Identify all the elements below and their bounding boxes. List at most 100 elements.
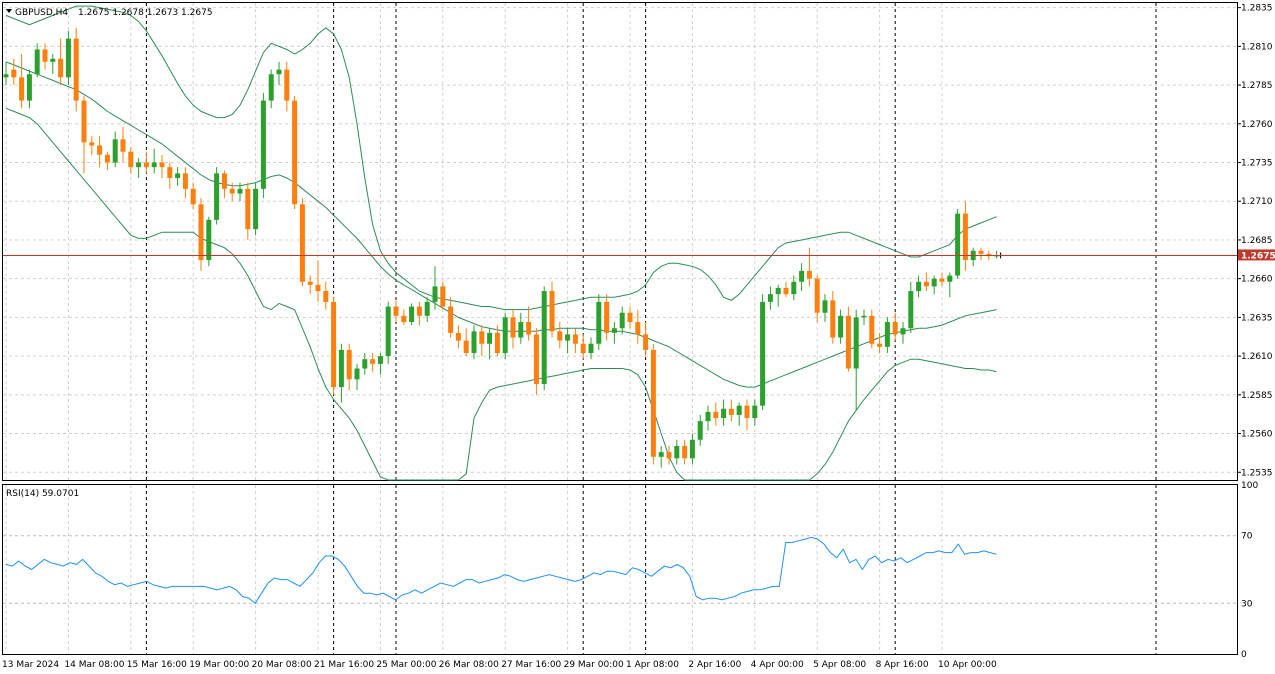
candle: [775, 284, 781, 307]
candle: [26, 69, 32, 109]
candle: [916, 275, 922, 298]
candle: [908, 281, 914, 333]
symbol-label: GBPUSD,H4: [15, 8, 68, 18]
candle: [89, 136, 95, 155]
candle: [253, 182, 259, 236]
candle: [73, 27, 79, 112]
x-tick-label: 10 Apr 00:00: [938, 660, 997, 670]
candle: [292, 95, 298, 209]
candle: [705, 405, 711, 431]
candle: [572, 328, 578, 354]
candle: [455, 325, 461, 349]
candle: [494, 325, 500, 357]
candle: [175, 167, 181, 186]
x-tick-label: 27 Mar 16:00: [501, 660, 561, 670]
candle: [198, 198, 204, 271]
candle: [767, 286, 773, 310]
rsi-header-label: RSI(14) 59.0701: [6, 489, 79, 499]
y-tick-label: 1.2635: [1241, 313, 1273, 323]
y-tick-label: 1.2735: [1241, 159, 1273, 169]
candle: [50, 54, 56, 75]
candle: [861, 309, 867, 326]
price-axis: 1.2835 1.2810 1.2785 1.2760 1.2735 1.2710 1.26…: [1237, 4, 1273, 478]
candle: [11, 58, 17, 86]
candle: [502, 312, 508, 360]
bollinger-middle: [5, 61, 997, 388]
rsi-axis: 100 70 30 0: [1241, 481, 1258, 660]
candle: [877, 332, 883, 354]
ohlc-label: 1.2675 1.2678 1.2673 1.2675: [78, 8, 213, 18]
candle: [424, 297, 430, 323]
candle: [338, 343, 344, 403]
candle: [104, 151, 110, 171]
candle: [744, 399, 750, 431]
candle: [19, 54, 25, 109]
rsi-line: [5, 536, 997, 605]
candle: [596, 294, 602, 350]
x-tick-label: 20 Mar 08:00: [252, 660, 312, 670]
candle: [713, 402, 719, 426]
candle: [299, 198, 305, 287]
candle: [604, 294, 610, 341]
candle: [822, 294, 828, 323]
x-tick-label: 29 Mar 00:00: [564, 660, 624, 670]
candle: [190, 182, 196, 209]
candle: [377, 353, 383, 375]
candle: [167, 162, 173, 189]
candle: [463, 328, 469, 357]
x-tick-label: 19 Mar 00:00: [189, 660, 249, 670]
candle: [892, 312, 898, 341]
x-tick-label: 13 Mar 2024: [2, 660, 59, 670]
candle: [697, 414, 703, 446]
rsi-tick-label: 0: [1241, 650, 1247, 660]
candle: [658, 445, 664, 468]
candle: [588, 337, 594, 360]
candle: [448, 297, 454, 338]
candle: [510, 309, 516, 349]
candle: [221, 170, 227, 199]
candle: [315, 260, 321, 302]
candle: [237, 182, 243, 202]
candle: [440, 281, 446, 310]
candle: [884, 317, 890, 354]
y-tick-label: 1.2710: [1241, 197, 1273, 207]
candle: [214, 167, 220, 225]
y-tick-label: 1.2585: [1241, 391, 1273, 401]
candle: [370, 353, 376, 372]
candle: [323, 281, 329, 310]
candle: [845, 306, 851, 372]
candle: [783, 281, 789, 298]
candle: [721, 399, 727, 426]
x-tick-label: 25 Mar 00:00: [376, 660, 436, 670]
day-separators: [145, 3, 1157, 654]
y-tick-label: 1.2810: [1241, 42, 1273, 52]
candle: [565, 328, 571, 354]
x-tick-label: 14 Mar 08:00: [64, 660, 124, 670]
candle: [549, 281, 555, 338]
candle: [143, 151, 149, 174]
candle: [151, 148, 157, 174]
candle: [611, 322, 617, 344]
y-tick-label: 1.2685: [1241, 236, 1273, 246]
candle: [229, 182, 235, 202]
dropdown-triangle-icon[interactable]: [6, 9, 12, 13]
candle: [791, 275, 797, 301]
rsi-indicator: [5, 536, 997, 605]
rsi-tick-label: 30: [1241, 599, 1253, 609]
x-tick-label: 2 Apr 16:00: [688, 660, 741, 670]
candle: [34, 43, 40, 78]
candle: [923, 272, 929, 292]
candle: [518, 312, 524, 344]
candle: [58, 38, 64, 86]
current-price-badge: 1.2675: [1238, 249, 1275, 261]
candle: [526, 306, 532, 341]
candle: [284, 61, 290, 112]
x-tick-label: 5 Apr 08:00: [813, 660, 866, 670]
candle: [900, 322, 906, 344]
candle: [931, 275, 937, 295]
candle: [939, 272, 945, 287]
candle: [666, 445, 672, 465]
candle: [869, 309, 875, 349]
x-tick-label: 4 Apr 00:00: [751, 660, 804, 670]
